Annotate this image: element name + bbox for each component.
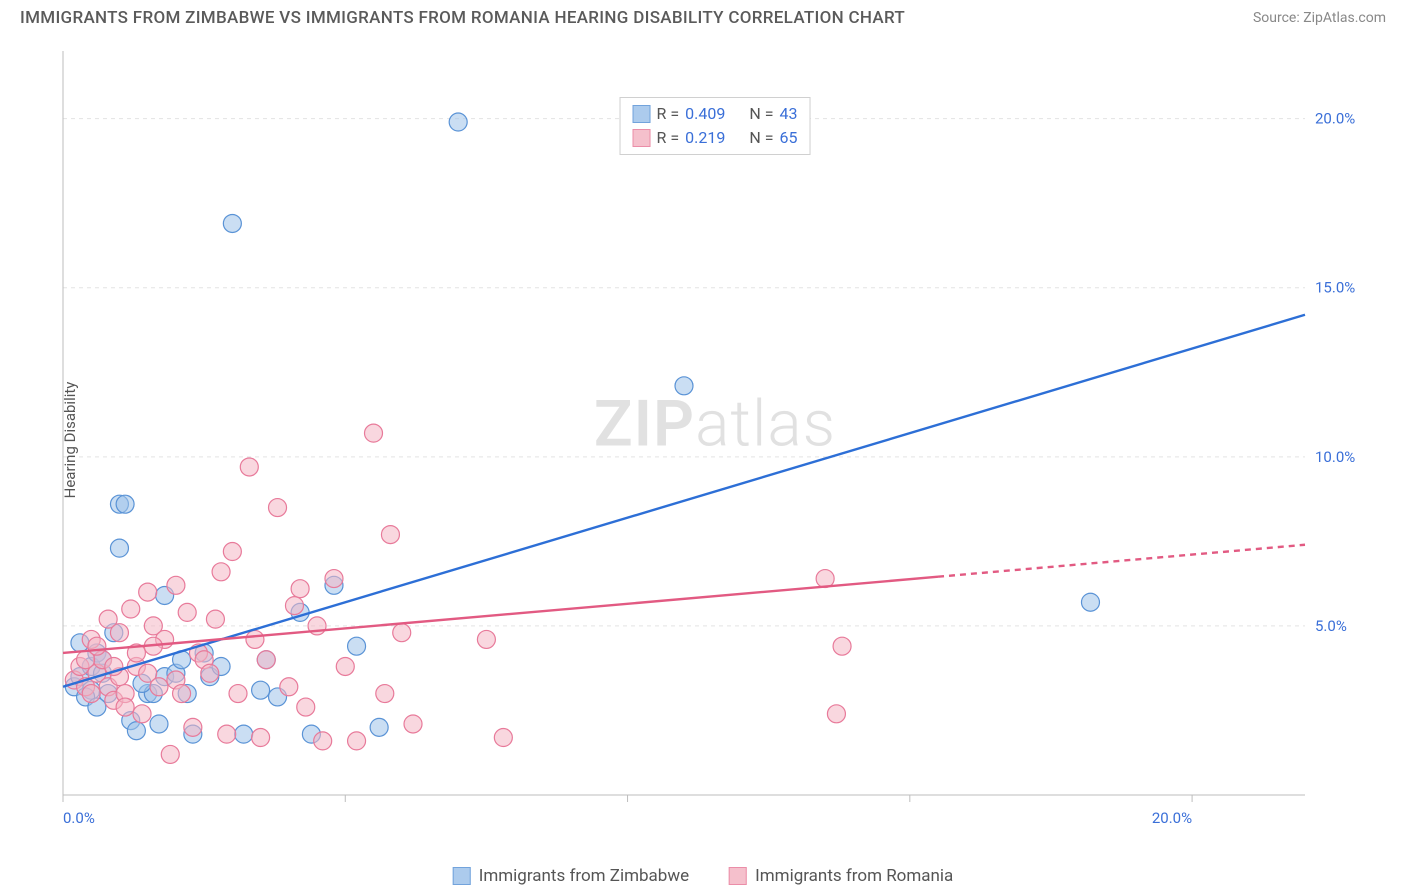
svg-text:0.0%: 0.0% [63, 809, 95, 827]
n-value: 43 [779, 102, 797, 126]
swatch-icon [633, 129, 651, 147]
legend-item-zim: Immigrants from Zimbabwe [453, 866, 689, 886]
r-label: R = [657, 102, 680, 126]
svg-text:20.0%: 20.0% [1315, 110, 1355, 128]
r-value: 0.219 [685, 126, 725, 150]
svg-text:5.0%: 5.0% [1315, 617, 1347, 635]
n-label: N = [749, 102, 773, 126]
svg-text:10.0%: 10.0% [1315, 448, 1355, 466]
legend-label: Immigrants from Romania [755, 866, 953, 886]
svg-text:15.0%: 15.0% [1315, 279, 1355, 297]
source-label: Source: ZipAtlas.com [1253, 10, 1386, 26]
r-value: 0.409 [685, 102, 725, 126]
n-value: 65 [779, 126, 797, 150]
series-legend: Immigrants from Zimbabwe Immigrants from … [453, 866, 954, 886]
legend-item-rom: Immigrants from Romania [729, 866, 953, 886]
svg-text:20.0%: 20.0% [1152, 809, 1192, 827]
scatter-chart: 5.0% 10.0% 15.0% 20.0% 0.0% 20.0% [55, 45, 1375, 835]
y-axis-label: Hearing Disability [61, 382, 79, 499]
stat-row-rom: R =0.219 N =65 [633, 126, 798, 150]
swatch-icon [633, 105, 651, 123]
stats-legend: R =0.409 N =43 R =0.219 N =65 [620, 97, 811, 155]
chart-title: IMMIGRANTS FROM ZIMBABWE VS IMMIGRANTS F… [20, 8, 905, 28]
swatch-icon [729, 867, 747, 885]
legend-label: Immigrants from Zimbabwe [479, 866, 689, 886]
plot-area: Hearing Disability 5.0% 10.0% 15.0% 20.0% 0.… [55, 45, 1375, 835]
swatch-icon [453, 867, 471, 885]
r-label: R = [657, 126, 680, 150]
stat-row-zim: R =0.409 N =43 [633, 102, 798, 126]
n-label: N = [749, 126, 773, 150]
